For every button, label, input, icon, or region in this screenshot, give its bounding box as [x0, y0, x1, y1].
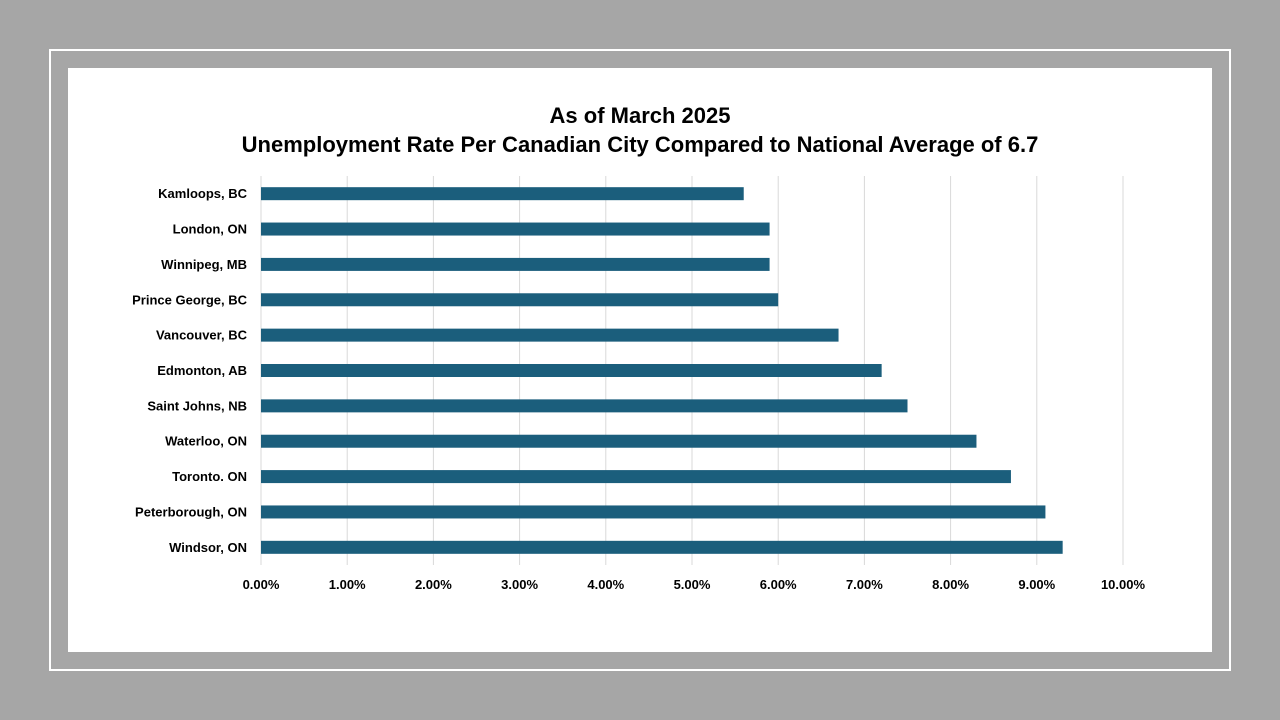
bars — [261, 187, 1063, 554]
x-tick-label: 2.00% — [415, 577, 452, 592]
x-tick-label: 9.00% — [1018, 577, 1055, 592]
category-label: Waterloo, ON — [165, 434, 247, 449]
category-label: Saint Johns, NB — [147, 398, 247, 413]
outer-frame — [49, 49, 1231, 671]
x-tick-label: 4.00% — [587, 577, 624, 592]
bar — [261, 470, 1011, 484]
chart-title: As of March 2025 — [549, 103, 731, 128]
category-label: Vancouver, BC — [156, 328, 248, 343]
category-label: Edmonton, AB — [157, 363, 247, 378]
category-label: Kamloops, BC — [158, 186, 247, 201]
bar — [261, 364, 882, 377]
category-label: London, ON — [173, 222, 247, 237]
category-label: Winnipeg, MB — [161, 257, 247, 272]
category-labels: Kamloops, BC London, ON Winnipeg, MB Prince… — [132, 186, 247, 555]
category-label: Toronto. ON — [172, 469, 247, 484]
bar — [261, 257, 770, 271]
x-axis-tick-labels: 0.00% 1.00% 2.00% 3.00% 4.00% 5.00% 6.00% 7.00%… — [243, 577, 1146, 592]
x-tick-label: 8.00% — [932, 577, 969, 592]
x-tick-label: 7.00% — [846, 577, 883, 592]
bar — [261, 187, 744, 201]
bar — [261, 399, 908, 413]
bar — [261, 434, 977, 448]
x-tick-label: 6.00% — [760, 577, 797, 592]
bar — [261, 540, 1063, 554]
chart-card — [68, 68, 1212, 652]
chart-subtitle: Unemployment Rate Per Canadian City Comp… — [241, 132, 1039, 157]
category-label: Peterborough, ON — [135, 504, 247, 519]
bar — [261, 328, 839, 342]
category-label: Windsor, ON — [169, 540, 247, 555]
category-label: Prince George, BC — [132, 292, 247, 307]
x-tick-label: 1.00% — [329, 577, 366, 592]
bar — [261, 505, 1046, 519]
x-tick-label: 3.00% — [501, 577, 538, 592]
x-tick-label: 5.00% — [674, 577, 711, 592]
bar — [261, 222, 770, 236]
x-tick-label: 0.00% — [243, 577, 280, 592]
x-tick-label: 10.00% — [1101, 577, 1146, 592]
bar — [261, 293, 779, 307]
